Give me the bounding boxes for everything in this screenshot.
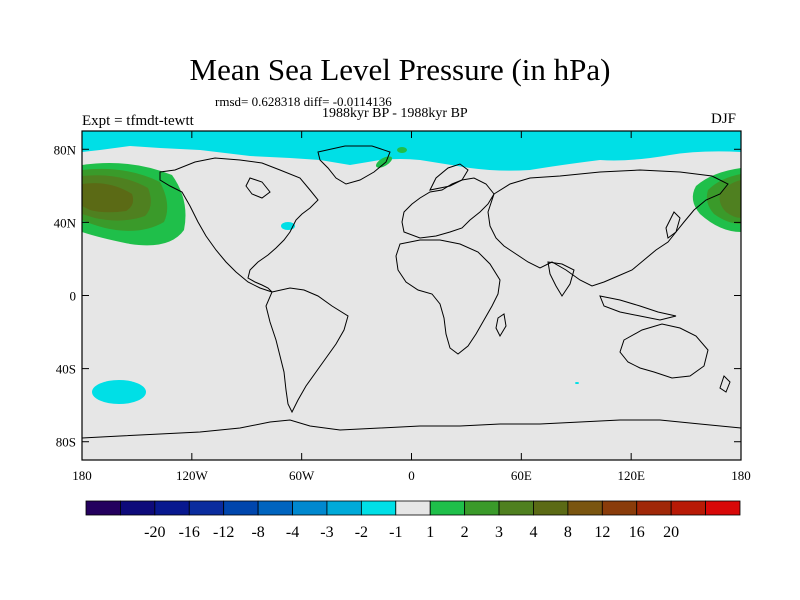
colorbar-swatch [429,500,466,516]
greenland-positive-region-2 [397,147,407,153]
x-tick-label: 60E [511,468,532,483]
y-tick-label: 80S [56,435,76,450]
coast-madagascar [495,313,507,338]
colorbar-swatch [498,500,534,516]
colorbar-swatch [636,500,672,516]
colorbar-label: -1 [389,524,402,541]
coast-india [547,261,575,297]
coast-australia [619,323,709,379]
map-title: Mean Sea Level Pressure (in hPa) [189,52,611,87]
colorbar-label: 8 [564,524,572,541]
north-pacific-high-west-l4 [82,183,134,213]
axis-ticks: 180 120W 60W 0 60E 120E 180 80N 40N 0 40S 80S [54,131,751,483]
colorbar: -20 -16 -12 -8 -4 -3 -2 -1 1 2 3 4 8 12 16 20 [85,500,741,541]
colorbar-swatch [567,500,603,516]
y-tick-label: 40S [56,362,76,377]
coast-greenland [317,145,391,185]
coast-north-america [159,157,319,293]
colorbar-label: -4 [286,524,299,541]
x-tick-label: 120E [617,468,645,483]
y-tick-label: 40N [54,215,77,230]
colorbar-label: 4 [529,524,537,541]
y-tick-label: 0 [70,289,77,304]
map-background [82,131,741,460]
colorbar-label: 12 [594,524,610,541]
coast-africa [395,239,501,355]
north-pacific-high-east-l3 [719,180,741,218]
coast-indonesia [599,295,677,321]
x-tick-label: 180 [731,468,751,483]
colorbar-swatch [360,500,397,516]
colorbar-swatch [120,500,156,516]
south-atlantic-negative-fleck [575,382,579,384]
greenland-positive-region [375,156,393,168]
colorbar-label: 3 [495,524,503,541]
coast-hudson-bay [245,177,271,199]
colorbar-label: 1 [426,524,434,541]
coast-antarctica [82,419,741,439]
coast-scandinavia [429,163,469,191]
coast-south-america [265,287,349,414]
colorbar-label: -20 [144,524,165,541]
coastlines [82,145,741,439]
south-pacific-negative-region [92,380,146,404]
colorbar-label: -16 [179,524,200,541]
period-label: 1988kyr BP - 1988kyr BP [322,106,468,121]
season-label: DJF [711,111,737,127]
colorbar-swatch [223,500,259,516]
colorbar-label: -3 [320,524,333,541]
colorbar-swatch [154,500,190,516]
colorbar-swatch [326,500,362,516]
colorbar-label: -2 [355,524,368,541]
x-tick-label: 180 [72,468,92,483]
rmsd-diff-stats: rmsd= 0.628318 diff= -0.0114136 [215,94,392,109]
colorbar-swatch [395,500,431,516]
colorbar-label: -8 [251,524,264,541]
y-tick-label: 80N [54,142,77,157]
anomaly-shading [82,131,741,404]
arctic-negative-region [82,131,741,171]
colorbar-label: 16 [629,524,645,541]
colorbar-swatch [257,500,293,516]
colorbar-swatch [705,500,741,516]
colorbar-swatch [464,500,500,516]
coast-japan [665,211,681,239]
coast-new-zealand [719,375,731,393]
greenland-negative-patch [334,148,366,164]
colorbar-label: -12 [213,524,234,541]
colorbar-swatch [533,500,569,516]
colorbar-swatch [188,500,225,516]
coast-asia [487,169,729,287]
x-tick-label: 0 [408,468,415,483]
colorbar-swatch [670,500,706,516]
x-tick-label: 120W [176,468,209,483]
colorbar-swatch [601,500,638,516]
experiment-label: Expt = tfmdt-tewtt [82,113,194,129]
coast-europe [401,177,495,239]
colorbar-label: 20 [663,524,679,541]
colorbar-label: 2 [461,524,469,541]
x-tick-label: 60W [289,468,315,483]
colorbar-swatch [85,500,121,516]
colorbar-swatch [292,500,328,516]
